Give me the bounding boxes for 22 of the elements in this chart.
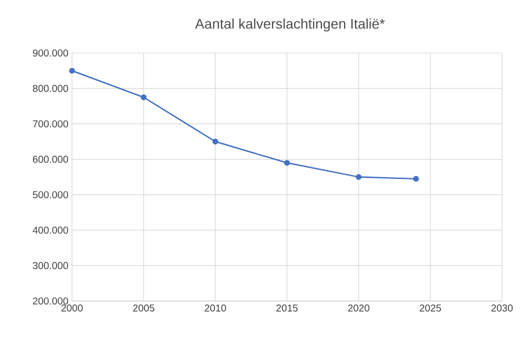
y-tick-label: 500.000 — [32, 191, 68, 198]
y-tick-label: 600.000 — [32, 156, 68, 163]
y-tick-label: 300.000 — [32, 262, 68, 270]
point — [413, 176, 419, 182]
x-tick-label: 2030 — [491, 304, 513, 312]
point — [69, 68, 75, 74]
point — [356, 174, 362, 180]
x-tick-label: 2000 — [61, 304, 83, 312]
x-tick-label: 2005 — [133, 304, 154, 312]
x-tick-label: 2015 — [276, 304, 298, 312]
x-tick-label: 2010 — [204, 304, 226, 312]
point — [284, 160, 290, 166]
point — [140, 94, 147, 100]
point — [212, 138, 218, 144]
y-tick-label: 700.000 — [32, 120, 68, 128]
y-tick-label: 200.000 — [32, 297, 68, 305]
y-tick-label: 800.000 — [32, 84, 68, 92]
chart-title: Aantal kalverslachtingen Italië* — [195, 18, 385, 32]
y-tick-label: 900.000 — [32, 49, 68, 57]
y-tick-label: 400.000 — [32, 226, 68, 234]
x-tick-label: 2020 — [348, 304, 370, 312]
x-tick-label: 2025 — [420, 304, 441, 312]
